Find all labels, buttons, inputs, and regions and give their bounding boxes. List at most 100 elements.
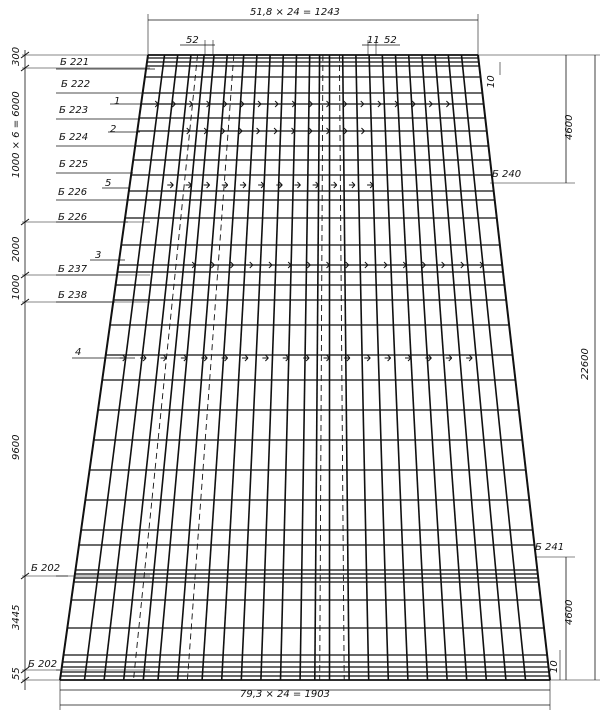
arrow-mark <box>274 103 279 108</box>
arrow-mark <box>351 181 356 186</box>
right-bar-label: Б 241 <box>535 542 564 553</box>
arrow-mark <box>172 103 176 108</box>
vertical-bar <box>59 54 149 681</box>
arrow-mark <box>387 357 391 362</box>
left-2000: 2000 <box>11 237 22 262</box>
arrow-mark <box>305 354 310 359</box>
arrow-mark <box>244 357 249 362</box>
arrow-mark <box>383 261 388 266</box>
arrow-mark <box>169 184 174 189</box>
arrow-mark <box>308 130 313 135</box>
tick <box>20 298 30 306</box>
arrow-mark <box>154 103 159 108</box>
tick <box>20 64 30 72</box>
arrow-mark <box>122 357 127 362</box>
arrow-mark <box>377 100 382 105</box>
arrow-mark <box>191 264 196 269</box>
top-spacing-right: 52 <box>384 35 397 46</box>
arrow-mark <box>273 127 278 132</box>
arrow-mark <box>305 357 310 362</box>
vertical-bar <box>260 54 285 681</box>
vertical-bar-dashed <box>319 54 324 681</box>
vertical-bar <box>240 54 271 681</box>
arrow-mark <box>366 354 371 359</box>
tick <box>20 51 30 59</box>
arrow-mark <box>203 127 208 132</box>
arrow-mark <box>203 130 208 135</box>
arrow-mark <box>206 100 210 105</box>
arrow-mark <box>446 103 450 108</box>
vertical-bar <box>220 54 258 681</box>
arrow-mark <box>249 264 254 269</box>
arrow-mark <box>268 261 273 266</box>
bar-label: Б 202 <box>28 659 57 670</box>
arrow-mark <box>479 264 484 269</box>
arrow-mark <box>230 264 234 269</box>
arrow-mark <box>257 100 262 105</box>
arrow-mark <box>221 130 226 135</box>
arrow-mark <box>351 184 356 189</box>
arrow-mark <box>203 354 208 359</box>
arrow-mark <box>265 357 269 362</box>
vertical-bar <box>201 54 245 681</box>
vertical-bar <box>122 54 192 681</box>
arrow-mark <box>285 357 290 362</box>
top-spacing-mid: 11 <box>367 35 380 46</box>
arrow-mark <box>343 103 347 108</box>
bar-label: Б 224 <box>59 132 88 143</box>
arrow-mark <box>315 181 319 186</box>
vertical-bar <box>407 54 448 681</box>
arrow-mark <box>223 103 228 108</box>
right-bar-label: Б 240 <box>492 169 521 180</box>
arrow-mark <box>308 127 313 132</box>
arrow-mark <box>278 184 283 189</box>
arrow-mark <box>394 100 399 105</box>
arrow-mark <box>479 261 484 266</box>
arrow-mark <box>203 357 208 362</box>
arrow-mark <box>206 184 210 189</box>
vertical-bar <box>460 54 527 681</box>
vertical-bar <box>447 54 507 681</box>
callout-3: 3 <box>95 250 101 261</box>
arrow-mark <box>428 357 432 362</box>
arrow-mark <box>428 100 433 105</box>
arrow-mark <box>186 130 191 135</box>
arrow-mark <box>172 100 176 105</box>
vertical-bar <box>355 54 370 681</box>
arrow-mark <box>402 261 407 266</box>
bottom-width-dimension: 79,3 × 24 = 1903 <box>240 689 330 700</box>
arrow-mark <box>183 357 188 362</box>
arrow-mark <box>122 354 127 359</box>
arrow-mark <box>249 261 254 266</box>
bottom-offset-dimension: 10 <box>549 660 560 673</box>
arrow-mark <box>441 264 445 269</box>
left-55: 55 <box>11 667 22 680</box>
arrow-mark <box>366 357 371 362</box>
vertical-bar <box>157 54 215 681</box>
arrow-mark <box>169 181 174 186</box>
tick <box>20 218 30 226</box>
arrow-mark <box>345 264 350 269</box>
arrow-mark <box>460 261 465 266</box>
arrow-mark <box>326 261 330 266</box>
arrow-mark <box>224 357 228 362</box>
arrow-mark <box>260 184 265 189</box>
bar-label: Б 226 <box>58 212 87 223</box>
vertical-bar-dashed <box>338 54 345 681</box>
bar-label: Б 221 <box>60 57 89 68</box>
vertical-bar <box>421 54 468 681</box>
arrow-mark <box>188 181 192 186</box>
arrow-mark <box>422 264 426 269</box>
arrow-mark <box>326 100 330 105</box>
left-6000: 1000 × 6 = 6000 <box>11 91 22 178</box>
bar-label: Б 238 <box>58 290 87 301</box>
arrow-mark <box>468 357 473 362</box>
arrow-mark <box>448 357 453 362</box>
arrow-mark <box>326 130 330 135</box>
arrow-mark <box>186 127 191 132</box>
arrow-mark <box>285 354 290 359</box>
arrow-mark <box>260 181 265 186</box>
arrow-mark <box>211 261 215 266</box>
arrow-mark <box>242 181 247 186</box>
